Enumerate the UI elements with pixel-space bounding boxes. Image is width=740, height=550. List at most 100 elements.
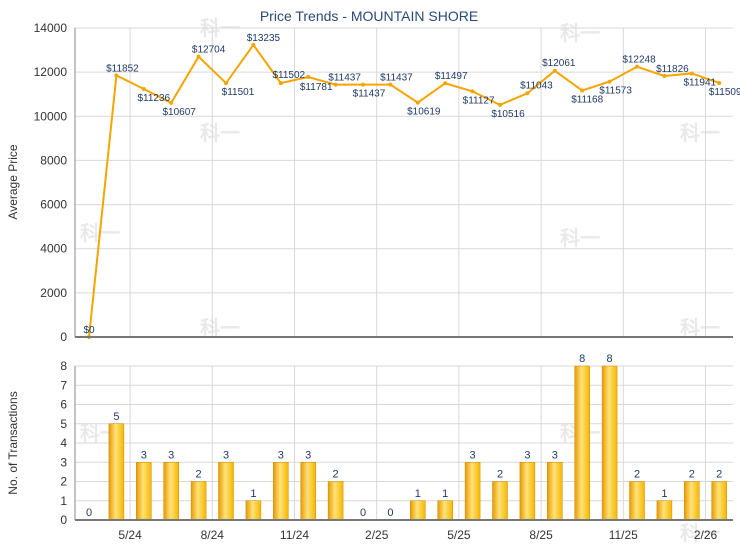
price-tick-label: 6000 <box>40 198 67 212</box>
price-point <box>333 82 338 87</box>
price-point <box>278 81 283 86</box>
watermark-text: 科一 <box>200 121 240 145</box>
price-data-label: $11501 <box>222 87 255 98</box>
x-tick-label: 8/25 <box>529 528 553 542</box>
price-point <box>470 89 475 94</box>
transactions-tick-label: 1 <box>60 494 67 508</box>
transactions-tick-label: 5 <box>60 417 67 431</box>
transaction-bar <box>108 423 125 521</box>
price-line-series: $0 $11852 $11236 $10607 $12704 $11501 $13235 $1… <box>83 33 740 339</box>
transaction-bar-label: 3 <box>524 449 530 461</box>
transactions-tick-label: 7 <box>60 378 67 392</box>
price-data-label: $11127 <box>463 95 495 106</box>
transaction-bar <box>245 500 262 521</box>
transaction-bar-label: 3 <box>470 449 476 461</box>
transactions-tick-label: 0 <box>60 513 67 527</box>
transaction-bar <box>547 462 563 521</box>
price-data-label: $11941 <box>683 77 716 88</box>
price-data-label: $11043 <box>520 80 553 91</box>
transaction-bar <box>437 500 453 521</box>
transaction-bar <box>327 481 344 521</box>
transaction-bar-label: 3 <box>305 449 311 461</box>
price-point <box>607 79 612 84</box>
transaction-bar <box>656 500 673 521</box>
transaction-bar-label: 3 <box>223 449 229 461</box>
transaction-bar <box>629 481 645 521</box>
price-data-label: $11502 <box>272 70 305 81</box>
price-data-label: $10607 <box>163 107 197 118</box>
price-point <box>196 54 201 59</box>
transaction-bar-label: 1 <box>250 488 256 500</box>
transaction-bar-label: 0 <box>86 507 92 519</box>
price-data-label: $11497 <box>435 71 468 82</box>
transactions-tick-label: 6 <box>60 398 67 412</box>
price-point <box>552 68 557 73</box>
transaction-bar <box>410 500 426 521</box>
price-tick-label: 12000 <box>34 65 68 79</box>
axes: 5/24 8/24 11/24 2/25 5/25 8/25 11/25 2/26 <box>74 28 733 542</box>
price-data-label: $11852 <box>106 63 139 74</box>
transaction-bars: 0 5 3 3 2 3 1 3 3 2 0 0 1 1 3 2 3 3 8 8 2 1 2 2 <box>86 353 727 521</box>
transaction-bar-label: 1 <box>661 488 667 500</box>
transaction-bar <box>464 462 481 521</box>
x-tick-label: 2/25 <box>365 528 389 542</box>
price-point <box>498 102 502 107</box>
price-point <box>580 88 585 93</box>
x-tick-label: 5/25 <box>447 528 471 542</box>
transaction-bar-label: 0 <box>387 507 393 519</box>
transaction-bar <box>136 462 152 521</box>
watermark-text: 科一 <box>680 121 720 145</box>
price-point <box>689 71 694 76</box>
transaction-bar <box>574 365 590 521</box>
chart-title: Price Trends - MOUNTAIN SHORE <box>260 8 478 24</box>
price-tick-label: 14000 <box>34 21 68 35</box>
transactions-tick-label: 3 <box>60 455 67 469</box>
price-tick-label: 10000 <box>34 109 68 123</box>
price-point <box>114 73 119 78</box>
transaction-bar-label: 8 <box>607 353 613 365</box>
transaction-bar-label: 2 <box>196 469 202 481</box>
transaction-bar-label: 2 <box>333 469 339 481</box>
x-tick-label: 2/26 <box>694 528 718 542</box>
price-data-label: $12248 <box>622 55 656 66</box>
price-tick-label: 2000 <box>40 286 67 300</box>
transaction-bar <box>492 481 508 521</box>
price-tick-label: 0 <box>60 330 67 344</box>
price-data-label: $11781 <box>300 82 333 93</box>
price-point <box>635 64 639 69</box>
watermark-text: 科一 <box>560 226 600 250</box>
transactions-tick-label: 8 <box>60 359 67 373</box>
price-data-label: $11437 <box>353 89 386 100</box>
price-tick-label: 4000 <box>40 242 67 256</box>
transaction-bar-label: 5 <box>113 411 119 423</box>
price-data-label: $11509 <box>709 87 740 98</box>
transaction-bar-label: 2 <box>497 469 503 481</box>
price-data-label: $11573 <box>599 86 632 97</box>
price-point <box>717 80 722 85</box>
x-tick-label: 11/25 <box>609 528 638 542</box>
transaction-bar-label: 3 <box>278 449 284 461</box>
transaction-bar-label: 3 <box>552 449 558 461</box>
transaction-bar-label: 2 <box>634 469 640 481</box>
transaction-bar <box>190 481 207 521</box>
transaction-bar <box>601 365 618 521</box>
price-axis-label: Average Price <box>6 144 20 219</box>
price-data-label: $11437 <box>328 73 361 84</box>
price-point <box>662 73 667 78</box>
price-data-label: $10619 <box>407 107 441 118</box>
transactions-axis-label: No. of Transactions <box>6 391 20 494</box>
price-data-label: $12061 <box>542 58 576 69</box>
transaction-bar <box>300 462 316 521</box>
price-line <box>88 43 720 338</box>
transaction-bar-label: 8 <box>579 353 585 365</box>
price-point <box>306 74 311 79</box>
price-tick-label: 8000 <box>40 153 67 167</box>
x-tick-label: 8/24 <box>201 528 225 542</box>
transaction-bar-label: 1 <box>415 488 421 500</box>
price-data-label: $13235 <box>247 33 281 44</box>
price-data-label: $10516 <box>491 109 525 120</box>
price-point <box>525 91 530 96</box>
price-data-label: $11236 <box>137 93 170 104</box>
transaction-bar-label: 3 <box>168 449 174 461</box>
